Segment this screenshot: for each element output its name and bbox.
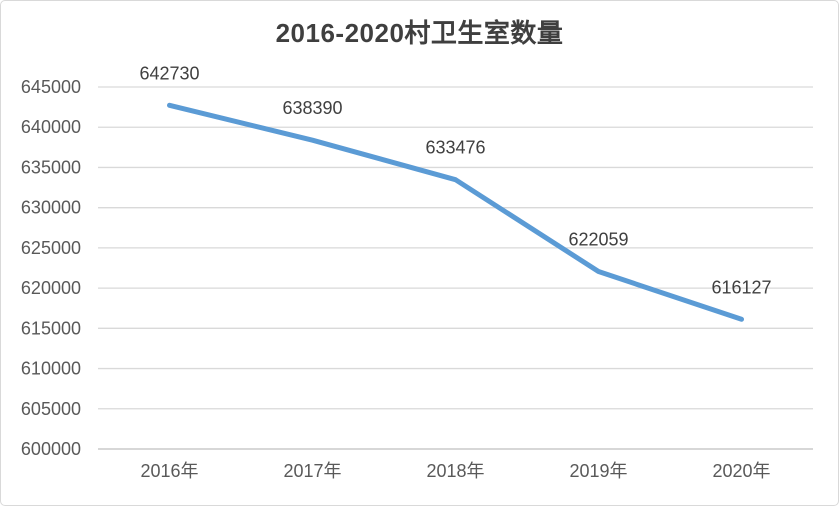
y-axis-tick-label: 640000 [21, 117, 81, 137]
y-axis-tick-label: 635000 [21, 157, 81, 177]
x-axis-category-label: 2019年 [569, 461, 627, 481]
data-point-label: 622059 [568, 230, 628, 250]
x-axis-category-label: 2017年 [283, 461, 341, 481]
y-axis-tick-label: 615000 [21, 318, 81, 338]
data-series-line [167, 102, 744, 322]
y-axis-tick-label: 600000 [21, 439, 81, 459]
chart-title: 2016-2020村卫生室数量 [275, 18, 564, 48]
data-point-label: 633476 [425, 138, 485, 158]
data-point-label: 642730 [139, 63, 199, 83]
y-axis-tick-label: 625000 [21, 238, 81, 258]
y-axis-tick-label: 610000 [21, 359, 81, 379]
x-axis-category-label: 2020年 [712, 461, 770, 481]
y-axis-tick-label: 645000 [21, 77, 81, 97]
y-axis-tick-label: 630000 [21, 198, 81, 218]
y-axis-tick-label: 620000 [21, 278, 81, 298]
y-axis-tick-label: 605000 [21, 399, 81, 419]
x-axis-category-label: 2016年 [140, 461, 198, 481]
x-axis-category-label: 2018年 [426, 461, 484, 481]
data-point-label: 616127 [711, 277, 771, 297]
data-point-label: 638390 [282, 98, 342, 118]
